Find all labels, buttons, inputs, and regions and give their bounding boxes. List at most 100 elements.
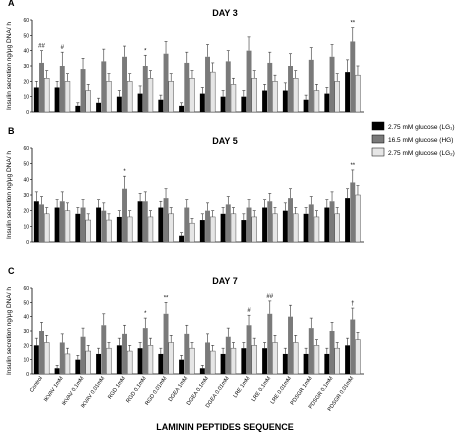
significance-annotation: # — [61, 45, 65, 51]
x-tick-label: LRE 0.01mM — [270, 375, 294, 405]
bar-3 — [251, 78, 257, 113]
bar-3 — [334, 213, 340, 243]
bar-3 — [355, 194, 361, 243]
bar-1 — [33, 87, 39, 112]
bar-3 — [126, 81, 133, 113]
bar-2 — [59, 342, 65, 374]
y-tick-label: 60 — [23, 18, 29, 24]
panel-letter: A — [8, 0, 15, 8]
y-axis-label: Insulin secretion ng/μg DNA/ h — [6, 151, 13, 239]
bar-3 — [230, 213, 237, 243]
bar-1 — [345, 198, 351, 242]
bar-1 — [220, 213, 226, 242]
y-tick-label: 40 — [23, 49, 29, 55]
bar-2 — [39, 204, 44, 242]
bar-3 — [334, 347, 340, 375]
bar-2 — [142, 66, 148, 112]
bar-2 — [350, 182, 356, 242]
bar-1 — [282, 90, 288, 112]
bar-2 — [205, 56, 210, 112]
significance-annotation: ## — [266, 294, 273, 300]
bar-3 — [313, 345, 320, 375]
y-tick-label: 20 — [23, 209, 29, 215]
bar-3 — [272, 342, 278, 375]
bar-1 — [158, 353, 164, 374]
bar-3 — [126, 350, 133, 375]
bar-3 — [64, 81, 71, 113]
bar-1 — [324, 207, 330, 242]
panel-letter: C — [8, 266, 15, 276]
bar-3 — [189, 78, 195, 113]
bar-3 — [43, 78, 50, 113]
bar-1 — [324, 93, 330, 112]
bar-3 — [272, 213, 278, 243]
bar-1 — [158, 99, 164, 112]
bar-3 — [168, 81, 174, 113]
bar-2 — [184, 333, 190, 374]
bar-1 — [220, 353, 226, 374]
bar-2 — [288, 66, 293, 112]
bar-1 — [282, 353, 288, 374]
bar-2 — [59, 66, 65, 112]
bar-1 — [75, 359, 81, 374]
bar-3 — [292, 78, 299, 113]
bar-3 — [147, 78, 154, 113]
x-tick-label: DGEA 1mM — [168, 375, 190, 403]
y-tick-label: 30 — [23, 64, 29, 70]
bar-3 — [292, 213, 299, 243]
bar-2 — [205, 342, 210, 374]
bar-1 — [75, 213, 81, 242]
x-tick-label: LRE 0.1mM — [251, 375, 273, 403]
legend-hg-label: 16.5 mM glucose (HG) — [388, 137, 453, 144]
bar-2 — [308, 204, 314, 242]
bar-3 — [251, 216, 257, 243]
bar-1 — [33, 345, 39, 374]
bar-3 — [85, 90, 91, 113]
bar-3 — [355, 74, 361, 113]
significance-annotation: * — [144, 311, 147, 317]
y-tick-label: 10 — [23, 358, 29, 364]
bar-3 — [43, 213, 50, 243]
significance-annotation: * — [123, 169, 126, 175]
bar-1 — [179, 359, 185, 374]
bar-1 — [199, 368, 205, 374]
bar-1 — [137, 201, 143, 242]
bar-1 — [199, 220, 205, 242]
bar-2 — [80, 69, 86, 112]
bar-2 — [39, 62, 44, 112]
legend: 2.75 mM glucose (LG₁) 16.5 mM glucose (HG… — [371, 121, 455, 157]
y-tick-label: 30 — [23, 193, 29, 199]
bar-3 — [85, 350, 91, 375]
bar-1 — [179, 105, 185, 112]
panel-title: DAY 5 — [212, 136, 238, 146]
y-tick-label: 10 — [23, 95, 29, 101]
y-tick-label: 20 — [23, 79, 29, 85]
bar-2 — [122, 56, 127, 112]
bar-1 — [54, 207, 60, 242]
bar-2 — [80, 207, 86, 242]
bar-2 — [267, 62, 273, 112]
bar-1 — [303, 99, 309, 112]
bar-2 — [184, 62, 190, 112]
legend-hg-swatch — [371, 134, 385, 144]
bar-2 — [101, 61, 107, 112]
bar-3 — [106, 347, 112, 375]
bar-3 — [313, 216, 320, 243]
bar-2 — [122, 188, 127, 242]
bar-3 — [230, 347, 237, 375]
bar-2 — [246, 207, 252, 242]
bar-1 — [96, 207, 102, 242]
bar-1 — [137, 93, 143, 112]
bar-3 — [230, 84, 237, 113]
bar-3 — [126, 216, 133, 243]
bar-1 — [303, 213, 309, 242]
significance-annotation: ## — [38, 44, 45, 50]
legend-lg2-label: 2.75 mM glucose (LG₂) — [388, 150, 455, 157]
panel-b: B DAY 5 Insulin secretion ng/μg DNA/ h 0 10 2… — [6, 126, 364, 246]
bar-3 — [272, 81, 278, 113]
bar-1 — [75, 105, 81, 112]
panel-letter: B — [8, 126, 15, 136]
significance-annotation: † — [351, 301, 354, 307]
bar-3 — [189, 222, 195, 243]
